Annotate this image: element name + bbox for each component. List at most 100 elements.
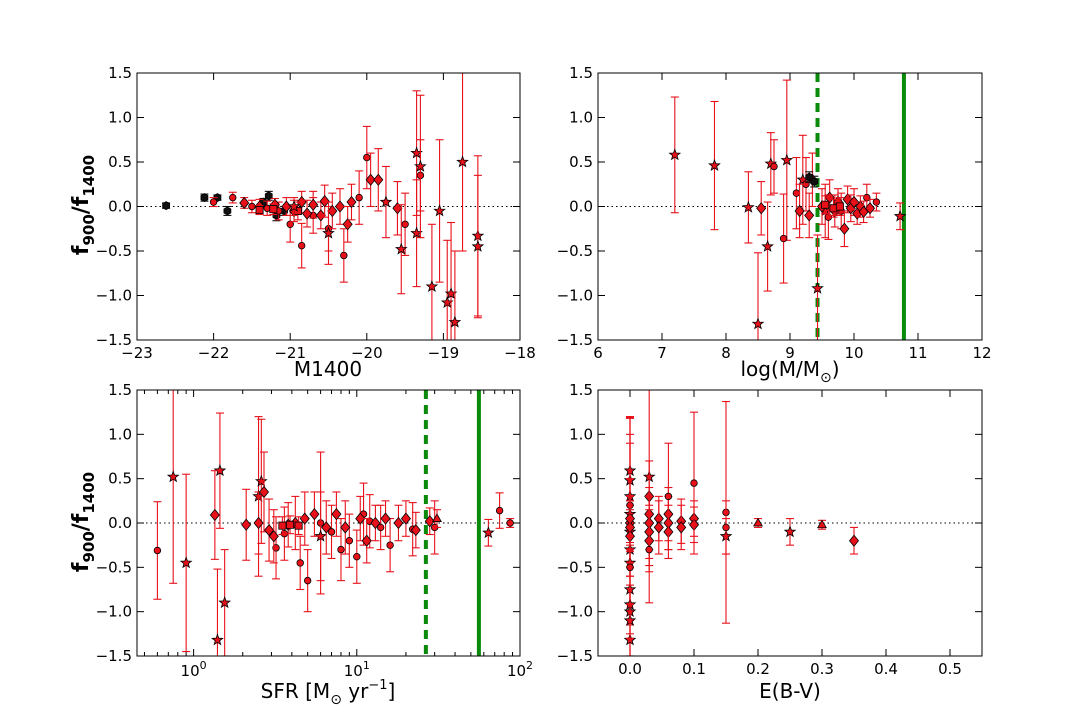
y-tick-label: 0.5 [569,470,593,488]
data-point [223,206,232,216]
data-point [804,209,815,222]
panel-log-mass: 1.5 1.0 0.5 0.0 −0.5 −1.0 −1.56 7 8 9 10 11 12 [557,64,992,362]
y-tick-label: 1.5 [108,64,132,82]
y-tick-label: −1.0 [557,603,593,621]
x-tick-label: 102 [507,659,533,680]
data-point [296,559,304,567]
x-tick-label: 0.4 [874,660,898,678]
data-point [166,470,180,483]
data-point [297,241,306,250]
data-point [456,155,469,168]
data-point [308,198,319,211]
data-point [346,195,357,209]
data-point [353,552,361,561]
plot-area [137,390,520,656]
data-point [218,596,231,609]
panel-m1400: 1.5 1.0 0.5 0.0 −0.5 −1.0 −1.5−23 −22 −21 −20 −19 −… [96,64,536,362]
data-point [361,534,372,547]
data-point [810,177,819,187]
ylabel-top: f900/f1400 [69,155,98,255]
y-tick-label: 1.0 [108,425,132,443]
data-point [495,506,504,515]
data-point [334,200,346,213]
data-point [355,193,363,202]
x-tick-label: −18 [504,344,536,362]
xlabel-log-mass: log(M/M⊙) [740,357,839,386]
data-point [821,200,830,209]
data-point [337,545,345,554]
data-point [255,206,264,215]
data-point [302,207,313,220]
data-point [664,492,673,501]
y-tick-label: −1.0 [557,287,593,305]
data-point [401,220,409,228]
data-point [153,546,162,555]
data-point [471,239,485,252]
data-point [239,196,250,210]
data-point [331,508,342,521]
data-point [365,173,376,186]
data-point [209,508,220,522]
data-point [400,512,411,525]
data-point [386,541,394,549]
data-point [376,523,385,532]
y-tick-label: 1.5 [108,381,132,399]
data-point [751,317,765,330]
data-point [779,234,788,243]
data-point [626,563,634,572]
data-point [722,523,730,532]
data-point [761,239,774,252]
data-point [425,279,439,292]
data-point [254,474,268,487]
data-point [811,281,824,294]
data-point [872,198,881,206]
data-point [864,202,876,215]
x-tick-label: 10 [844,344,863,362]
data-point [345,537,354,545]
data-point [303,576,312,585]
data-point [321,521,332,534]
axes-frame [136,389,521,657]
y-tick-label: −1.5 [557,331,593,349]
data-point [287,199,301,212]
x-tick-label: 101 [344,659,370,680]
data-point [327,528,336,536]
data-point [742,200,755,213]
x-tick-label: 7 [657,344,667,362]
y-tick-label: 1.0 [569,109,593,127]
data-point [241,518,252,531]
data-point [294,521,303,530]
x-tick-label: 12 [972,344,991,362]
data-point [380,512,391,525]
data-point [340,521,351,534]
data-point [653,521,664,534]
data-point [431,513,442,522]
panel-sfr: 1.5 1.0 0.5 0.0 −0.5 −1.0 −1.5 100 101 102 [96,381,533,680]
x-tick-label: −23 [121,344,153,362]
data-point [393,516,404,530]
y-tick-label: 0.0 [108,198,132,216]
y-tick-label: −0.5 [96,558,132,576]
data-point [327,204,338,218]
data-point [414,159,427,172]
data-point [315,209,326,222]
data-point [211,633,224,646]
data-point [264,191,273,201]
data-point [783,525,797,538]
y-tick-label: −1.5 [557,647,593,665]
data-point [309,508,320,521]
data-point [848,195,860,209]
x-tick-label: 0.0 [618,660,642,678]
x-tick-label: 0.5 [938,660,962,678]
y-tick-label: 1.5 [569,64,593,82]
data-point [269,205,278,214]
data-point [794,204,805,218]
axes-frame [597,389,983,657]
y-tick-label: −0.5 [557,242,593,260]
y-tick-label: −1.0 [96,603,132,621]
plot-area [598,390,982,656]
data-point [753,517,763,527]
data-point [433,204,446,217]
data-point [379,195,393,208]
data-point [319,195,330,208]
